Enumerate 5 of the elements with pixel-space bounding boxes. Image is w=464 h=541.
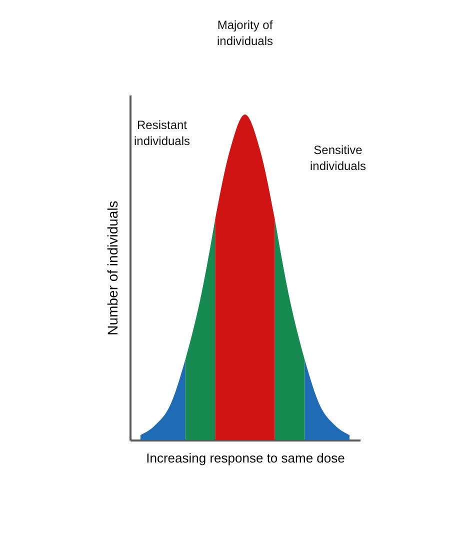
annotation: Resistant individuals <box>134 118 190 148</box>
y-axis-title: Number of individuals <box>104 200 120 336</box>
x-axis-title: Increasing response to same dose <box>146 450 345 466</box>
text: Majority of individuals <box>216 18 274 48</box>
annotation: Sensitive individuals <box>310 143 366 173</box>
